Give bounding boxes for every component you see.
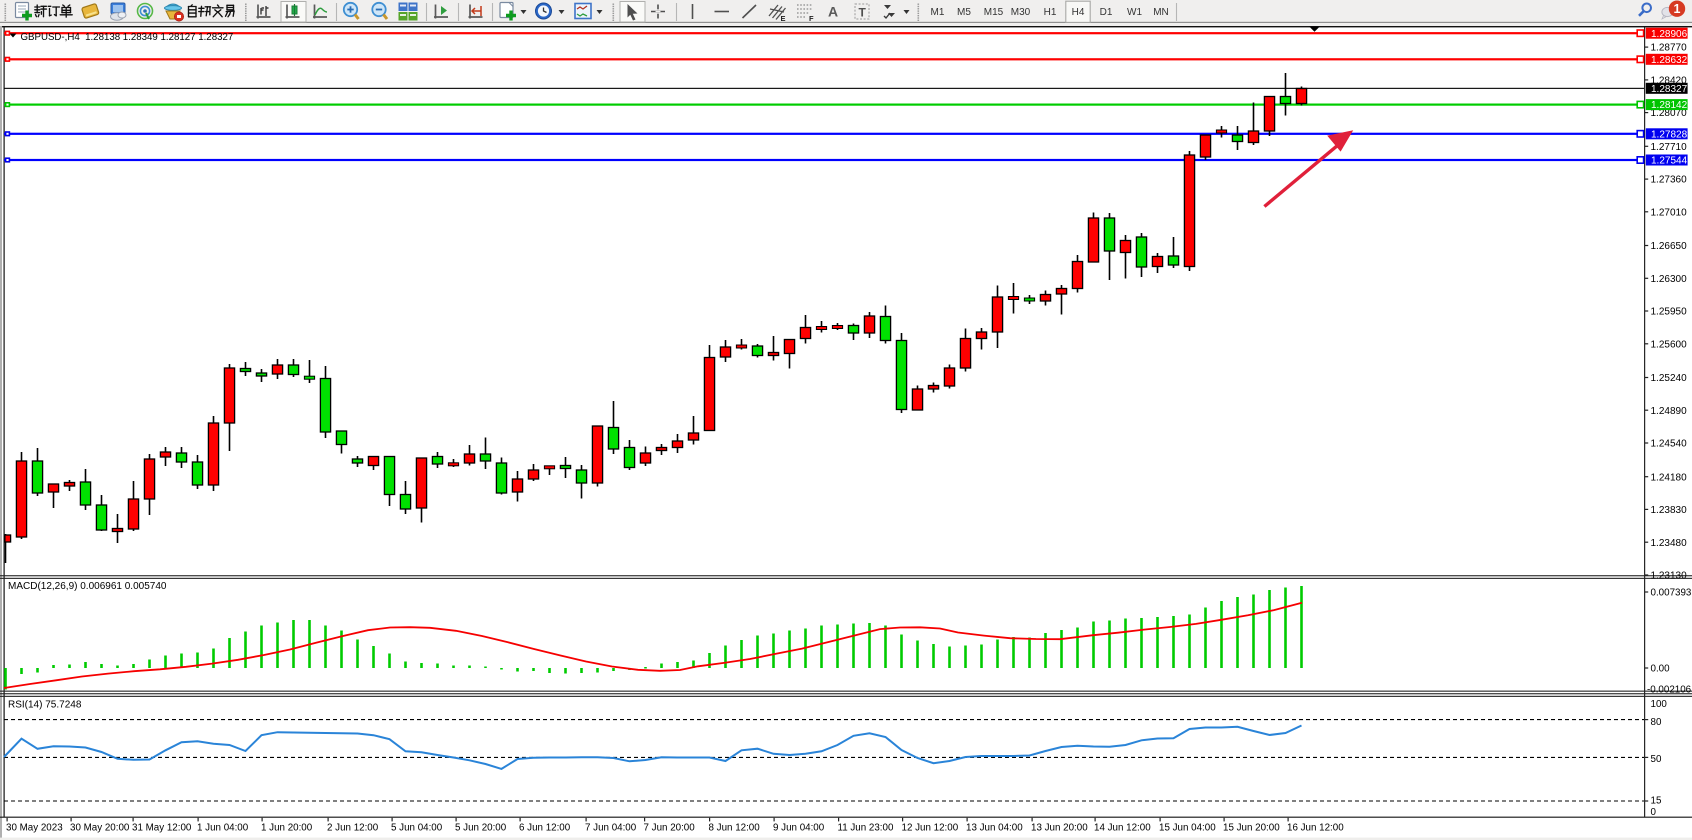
svg-text:1.27010: 1.27010 bbox=[1651, 207, 1688, 218]
svg-text:15: 15 bbox=[1651, 796, 1662, 807]
svg-text:31 May 12:00: 31 May 12:00 bbox=[132, 823, 192, 834]
svg-text:0.00: 0.00 bbox=[1651, 664, 1671, 675]
svg-text:RSI(14) 75.7248: RSI(14) 75.7248 bbox=[8, 700, 82, 711]
svg-text:1.27544: 1.27544 bbox=[1651, 156, 1688, 167]
svg-text:1.28327: 1.28327 bbox=[1651, 84, 1688, 95]
svg-text:M5: M5 bbox=[957, 7, 971, 18]
svg-text:13 Jun 04:00: 13 Jun 04:00 bbox=[966, 823, 1023, 834]
svg-text:1.25950: 1.25950 bbox=[1651, 307, 1688, 318]
svg-text:9 Jun 04:00: 9 Jun 04:00 bbox=[773, 823, 825, 834]
svg-text:H4: H4 bbox=[1072, 7, 1085, 18]
svg-text:W1: W1 bbox=[1127, 7, 1142, 18]
svg-text:1.28632: 1.28632 bbox=[1651, 55, 1688, 66]
svg-text:16 Jun 12:00: 16 Jun 12:00 bbox=[1287, 823, 1344, 834]
svg-text:1.24540: 1.24540 bbox=[1651, 439, 1688, 450]
svg-text:1.26650: 1.26650 bbox=[1651, 241, 1688, 252]
svg-text:1 Jun 20:00: 1 Jun 20:00 bbox=[261, 823, 313, 834]
svg-text:1.28906: 1.28906 bbox=[1651, 29, 1688, 40]
svg-text:1.28142: 1.28142 bbox=[1651, 100, 1688, 111]
svg-text:30 May 2023: 30 May 2023 bbox=[6, 823, 63, 834]
svg-text:1.24180: 1.24180 bbox=[1651, 472, 1688, 483]
svg-text:T: T bbox=[859, 6, 867, 20]
svg-text:1.28420: 1.28420 bbox=[1651, 76, 1688, 87]
svg-text:1.27710: 1.27710 bbox=[1651, 142, 1688, 153]
svg-text:E: E bbox=[781, 14, 786, 23]
svg-text:1.26300: 1.26300 bbox=[1651, 274, 1688, 285]
svg-text:1.27828: 1.27828 bbox=[1651, 129, 1688, 140]
svg-text:1.23480: 1.23480 bbox=[1651, 538, 1688, 549]
svg-text:80: 80 bbox=[1651, 717, 1662, 728]
svg-text:1.23130: 1.23130 bbox=[1651, 571, 1688, 582]
svg-text:1.28770: 1.28770 bbox=[1651, 43, 1688, 54]
svg-text:1.23830: 1.23830 bbox=[1651, 505, 1688, 516]
svg-text:GBPUSD-,H4 1.28138 1.28349 1.: GBPUSD-,H4 1.28138 1.28349 1.28127 1.283… bbox=[21, 32, 234, 43]
svg-text:1.27360: 1.27360 bbox=[1651, 175, 1688, 186]
svg-text:0: 0 bbox=[1651, 807, 1657, 818]
svg-text:1.28070: 1.28070 bbox=[1651, 108, 1688, 119]
svg-text:2 Jun 12:00: 2 Jun 12:00 bbox=[327, 823, 379, 834]
svg-text:1 Jun 04:00: 1 Jun 04:00 bbox=[197, 823, 249, 834]
svg-text:5 Jun 04:00: 5 Jun 04:00 bbox=[391, 823, 443, 834]
svg-text:-0.002106: -0.002106 bbox=[1647, 685, 1692, 696]
svg-text:15 Jun 20:00: 15 Jun 20:00 bbox=[1223, 823, 1280, 834]
svg-text:12 Jun 12:00: 12 Jun 12:00 bbox=[902, 823, 959, 834]
svg-text:100: 100 bbox=[1651, 699, 1668, 710]
svg-text:7 Jun 04:00: 7 Jun 04:00 bbox=[585, 823, 637, 834]
svg-text:1.24890: 1.24890 bbox=[1651, 406, 1688, 417]
svg-text:MACD(12,26,9) 0.006961 0.00574: MACD(12,26,9) 0.006961 0.005740 bbox=[8, 581, 167, 592]
svg-text:D1: D1 bbox=[1100, 7, 1113, 18]
svg-text:50: 50 bbox=[1651, 754, 1662, 765]
svg-text:30 May 20:00: 30 May 20:00 bbox=[70, 823, 130, 834]
svg-text:1.25240: 1.25240 bbox=[1651, 373, 1688, 384]
svg-text:5 Jun 20:00: 5 Jun 20:00 bbox=[455, 823, 507, 834]
svg-text:14 Jun 12:00: 14 Jun 12:00 bbox=[1094, 823, 1151, 834]
svg-text:MN: MN bbox=[1153, 7, 1169, 18]
svg-text:1.25600: 1.25600 bbox=[1651, 339, 1688, 350]
svg-text:0.007393: 0.007393 bbox=[1651, 588, 1692, 599]
svg-text:7 Jun 20:00: 7 Jun 20:00 bbox=[644, 823, 696, 834]
svg-text:F: F bbox=[809, 14, 814, 23]
svg-text:6 Jun 12:00: 6 Jun 12:00 bbox=[519, 823, 571, 834]
svg-text:8 Jun 12:00: 8 Jun 12:00 bbox=[709, 823, 761, 834]
svg-text:15 Jun 04:00: 15 Jun 04:00 bbox=[1159, 823, 1216, 834]
svg-text:M30: M30 bbox=[1011, 7, 1031, 18]
svg-text:A: A bbox=[828, 4, 838, 20]
svg-text:13 Jun 20:00: 13 Jun 20:00 bbox=[1031, 823, 1088, 834]
svg-text:M1: M1 bbox=[931, 7, 945, 18]
svg-text:M15: M15 bbox=[984, 7, 1004, 18]
svg-text:11 Jun 23:00: 11 Jun 23:00 bbox=[838, 823, 894, 834]
svg-text:1: 1 bbox=[1674, 2, 1681, 16]
svg-text:H1: H1 bbox=[1044, 7, 1057, 18]
